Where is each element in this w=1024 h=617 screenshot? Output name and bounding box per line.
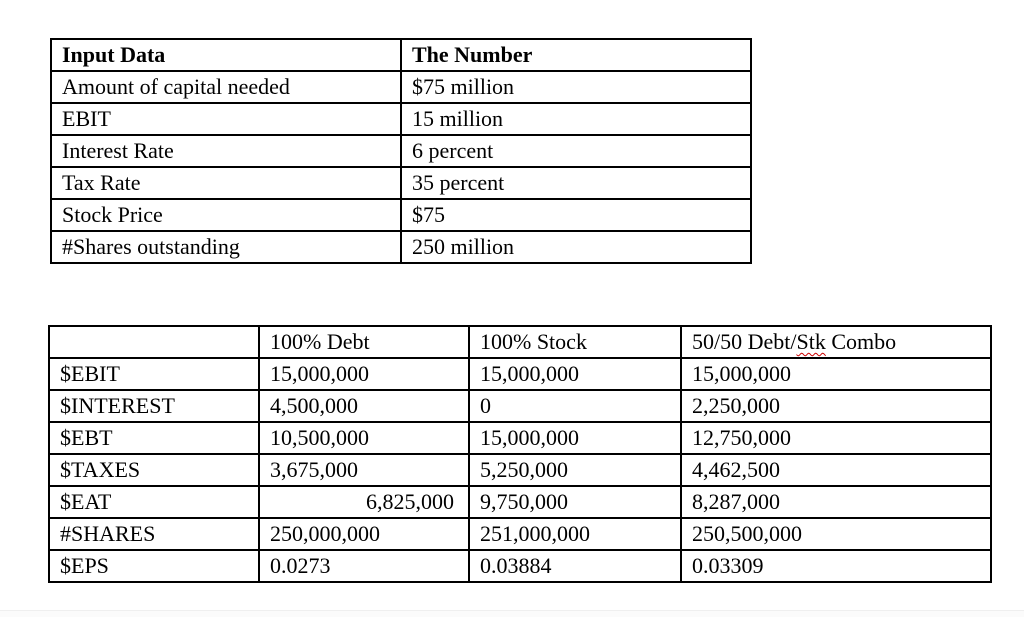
- cell-value: 4,462,500: [680, 453, 992, 487]
- cell-value: 0.03309: [680, 549, 992, 583]
- row-label: #Shares outstanding: [50, 230, 402, 264]
- cell-value: 0: [468, 389, 682, 423]
- spellcheck-underline-stk: Stk: [796, 329, 826, 354]
- the-number-column-header: The Number: [400, 38, 752, 72]
- input-table-header-row: Input Data The Number: [50, 38, 752, 72]
- table-row: Amount of capital needed $75 million: [50, 70, 752, 104]
- column-header-100-stock: 100% Stock: [468, 325, 682, 359]
- row-label: $EBIT: [48, 357, 260, 391]
- cell-value: 0.0273: [258, 549, 470, 583]
- cell-value: 12,750,000: [680, 421, 992, 455]
- cell-value: 4,500,000: [258, 389, 470, 423]
- row-value: 6 percent: [400, 134, 752, 168]
- column-header-5050-combo: 50/50 Debt/Stk Combo: [680, 325, 992, 359]
- cell-value: 8,287,000: [680, 485, 992, 519]
- cell-value: 2,250,000: [680, 389, 992, 423]
- combo-header-text: Combo: [825, 329, 897, 354]
- cell-value: 15,000,000: [680, 357, 992, 391]
- table-row-interest: $INTEREST 4,500,000 0 2,250,000: [48, 389, 992, 423]
- row-value: $75 million: [400, 70, 752, 104]
- row-label: #SHARES: [48, 517, 260, 551]
- row-value: $75: [400, 198, 752, 232]
- cell-value: 15,000,000: [258, 357, 470, 391]
- table-row-shares: #SHARES 250,000,000 251,000,000 250,500,…: [48, 517, 992, 551]
- table-row-ebit: $EBIT 15,000,000 15,000,000 15,000,000: [48, 357, 992, 391]
- cell-value: 5,250,000: [468, 453, 682, 487]
- table-row-taxes: $TAXES 3,675,000 5,250,000 4,462,500: [48, 453, 992, 487]
- cell-value: 3,675,000: [258, 453, 470, 487]
- page-break-divider: [0, 610, 1024, 617]
- row-label: $EBT: [48, 421, 260, 455]
- input-data-column-header: Input Data: [50, 38, 402, 72]
- column-header-100-debt: 100% Debt: [258, 325, 470, 359]
- table-row: #Shares outstanding 250 million: [50, 230, 752, 264]
- row-label: $EPS: [48, 549, 260, 583]
- row-label: Tax Rate: [50, 166, 402, 200]
- table-row-eps: $EPS 0.0273 0.03884 0.03309: [48, 549, 992, 583]
- row-value: 35 percent: [400, 166, 752, 200]
- cell-value: 250,000,000: [258, 517, 470, 551]
- scenario-comparison-table: 100% Debt 100% Stock 50/50 Debt/Stk Comb…: [48, 325, 992, 583]
- cell-value: 10,500,000: [258, 421, 470, 455]
- scenario-table-header-row: 100% Debt 100% Stock 50/50 Debt/Stk Comb…: [48, 325, 992, 359]
- input-data-table: Input Data The Number Amount of capital …: [50, 38, 752, 264]
- table-row: Interest Rate 6 percent: [50, 134, 752, 168]
- row-value: 15 million: [400, 102, 752, 136]
- table-row: EBIT 15 million: [50, 102, 752, 136]
- cell-value: 250,500,000: [680, 517, 992, 551]
- cell-value-right-aligned: 6,825,000: [258, 485, 470, 519]
- cell-value: 9,750,000: [468, 485, 682, 519]
- table-row: Tax Rate 35 percent: [50, 166, 752, 200]
- row-label: $TAXES: [48, 453, 260, 487]
- cell-value: 15,000,000: [468, 357, 682, 391]
- cell-value: 0.03884: [468, 549, 682, 583]
- cell-value: 251,000,000: [468, 517, 682, 551]
- table-row-ebt: $EBT 10,500,000 15,000,000 12,750,000: [48, 421, 992, 455]
- row-label: Stock Price: [50, 198, 402, 232]
- row-label: Amount of capital needed: [50, 70, 402, 104]
- row-label: Interest Rate: [50, 134, 402, 168]
- table-row-eat: $EAT 6,825,000 9,750,000 8,287,000: [48, 485, 992, 519]
- row-label: $INTEREST: [48, 389, 260, 423]
- combo-header-text: 50/50 Debt/: [692, 329, 797, 354]
- empty-corner-cell: [48, 325, 260, 359]
- row-label: $EAT: [48, 485, 260, 519]
- cell-value: 15,000,000: [468, 421, 682, 455]
- table-row: Stock Price $75: [50, 198, 752, 232]
- row-value: 250 million: [400, 230, 752, 264]
- row-label: EBIT: [50, 102, 402, 136]
